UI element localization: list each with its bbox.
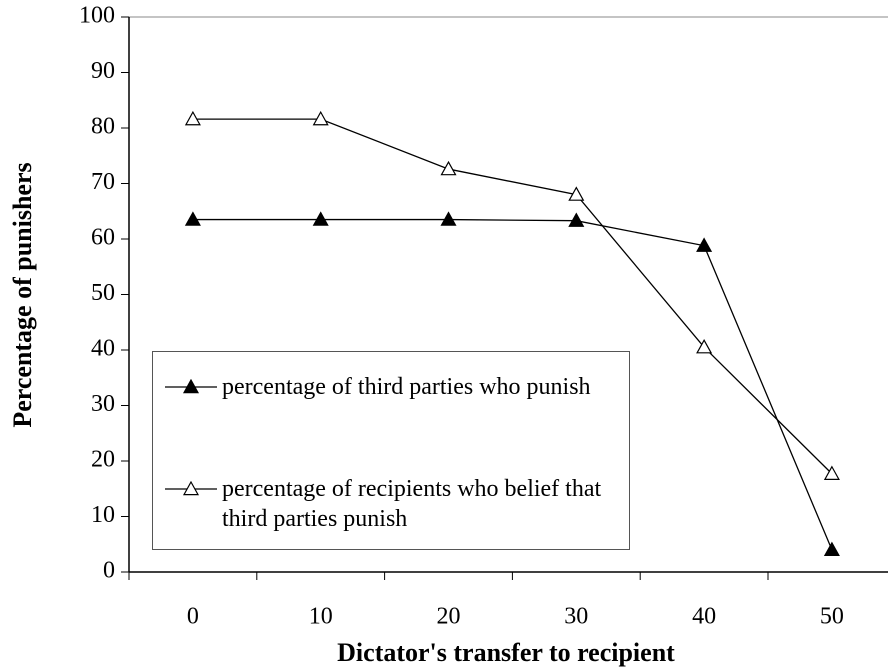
y-tick-label: 100 [79, 3, 115, 29]
series-line [192, 118, 833, 475]
marker [312, 211, 329, 226]
legend-key [165, 379, 217, 394]
marker [182, 481, 200, 496]
y-tick-label: 20 [91, 447, 115, 473]
marker [823, 465, 840, 480]
legend: percentage of third parties who punish pe… [152, 351, 630, 550]
series-line [192, 218, 833, 551]
y-tick-label: 40 [91, 336, 115, 362]
y-tick-label: 0 [103, 558, 115, 584]
x-tick-label: 0 [187, 604, 199, 630]
marker [312, 110, 329, 126]
marker [440, 160, 457, 176]
y-tick-label: 80 [91, 114, 115, 140]
x-tick-label: 50 [820, 604, 844, 630]
x-tick-label: 10 [309, 604, 333, 630]
marker [440, 211, 457, 226]
y-tick-label: 30 [91, 391, 115, 417]
x-axis-title: Dictator's transfer to recipient [337, 638, 675, 667]
y-tick-label: 10 [91, 502, 115, 528]
marker [184, 110, 201, 126]
y-axis-title: Percentage of punishers [8, 162, 37, 427]
y-tick-label: 50 [91, 280, 115, 306]
legend-key [165, 481, 217, 496]
y-tick-label: 70 [91, 169, 115, 195]
marker [184, 211, 201, 226]
marker [696, 338, 713, 354]
marker [182, 379, 200, 394]
y-tick-label: 60 [91, 225, 115, 251]
x-tick-label: 40 [692, 604, 716, 630]
y-tick-label: 90 [91, 58, 115, 84]
marker [568, 186, 585, 201]
marker [823, 541, 840, 557]
legend-label: percentage of third parties who punish [222, 374, 591, 400]
x-tick-label: 30 [564, 604, 588, 630]
marker [696, 237, 713, 252]
legend-label: percentage of recipients who belief that… [222, 476, 602, 532]
marker [568, 212, 585, 227]
x-tick-label: 20 [437, 604, 461, 630]
